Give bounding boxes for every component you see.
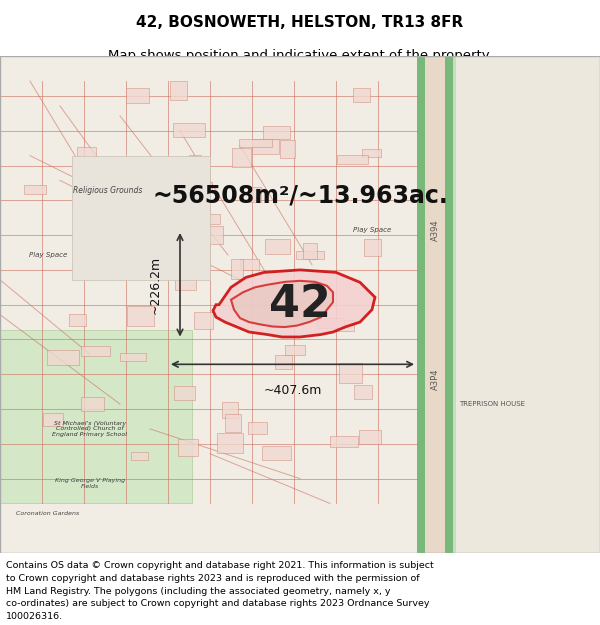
Polygon shape [72, 156, 210, 280]
Bar [335, 319, 353, 331]
Text: Contains OS data © Crown copyright and database right 2021. This information is : Contains OS data © Crown copyright and d… [6, 561, 434, 569]
Bar [174, 386, 196, 401]
Bar [337, 155, 368, 164]
Bar [359, 430, 381, 444]
Bar [69, 314, 86, 326]
Text: Religious Grounds: Religious Grounds [73, 186, 143, 195]
Text: A3P4: A3P4 [431, 369, 439, 390]
Text: Play Space: Play Space [353, 227, 391, 233]
Bar [252, 139, 279, 154]
Text: 100026316.: 100026316. [6, 612, 63, 621]
Bar [354, 385, 373, 399]
Text: ~226.2m: ~226.2m [149, 256, 162, 314]
Bar [206, 214, 220, 224]
Bar [317, 318, 344, 328]
Bar [102, 161, 133, 169]
Bar [364, 239, 380, 256]
Bar [155, 208, 168, 223]
Bar [263, 126, 290, 139]
Text: ~56508m²/~13.963ac.: ~56508m²/~13.963ac. [152, 183, 448, 208]
Polygon shape [0, 329, 192, 504]
Text: ~407.6m: ~407.6m [263, 384, 322, 398]
Bar [146, 171, 171, 187]
Polygon shape [231, 281, 333, 327]
Text: HM Land Registry. The polygons (including the associated geometry, namely x, y: HM Land Registry. The polygons (includin… [6, 586, 391, 596]
Bar [208, 226, 223, 244]
Bar [249, 187, 262, 202]
Bar [24, 184, 46, 194]
Bar [194, 312, 213, 329]
Bar [280, 141, 295, 158]
Polygon shape [213, 270, 375, 337]
Text: St Michael's (Voluntary
Controlled) Church of
England Primary School: St Michael's (Voluntary Controlled) Chur… [53, 421, 128, 437]
Polygon shape [423, 56, 447, 553]
Bar [178, 177, 202, 186]
Bar [173, 164, 194, 177]
Bar [185, 182, 212, 190]
Bar [131, 452, 148, 461]
Bar [340, 363, 362, 382]
Text: 42: 42 [269, 283, 331, 326]
Bar [134, 211, 163, 226]
Bar [170, 81, 187, 100]
Bar [232, 148, 251, 167]
Bar [223, 402, 238, 418]
Bar [126, 88, 149, 103]
Bar [80, 346, 110, 356]
Bar [303, 243, 317, 259]
Bar [43, 413, 63, 426]
Bar [173, 123, 205, 137]
Bar [224, 414, 241, 432]
Bar [331, 436, 358, 447]
Bar [133, 202, 156, 214]
Bar [47, 351, 79, 365]
Bar [239, 139, 272, 148]
Bar [362, 149, 381, 157]
Polygon shape [417, 56, 456, 553]
Bar [77, 147, 96, 161]
Polygon shape [445, 56, 453, 553]
Bar [123, 224, 137, 237]
Bar [275, 355, 292, 369]
Text: to Crown copyright and database rights 2023 and is reproduced with the permissio: to Crown copyright and database rights 2… [6, 574, 419, 582]
Bar [353, 88, 370, 103]
Bar [230, 259, 243, 279]
Polygon shape [456, 56, 600, 553]
Bar [121, 352, 146, 361]
Bar [284, 301, 317, 317]
Text: co-ordinates) are subject to Crown copyright and database rights 2023 Ordnance S: co-ordinates) are subject to Crown copyr… [6, 599, 430, 609]
Bar [85, 241, 100, 259]
Text: 42, BOSNOWETH, HELSTON, TR13 8FR: 42, BOSNOWETH, HELSTON, TR13 8FR [136, 15, 464, 30]
Bar [248, 422, 266, 434]
Text: Coronation Gardens: Coronation Gardens [16, 511, 80, 516]
Bar [81, 398, 104, 411]
Bar [265, 239, 290, 254]
Bar [127, 306, 154, 326]
Text: TREPRISON HOUSE: TREPRISON HOUSE [459, 401, 525, 407]
Bar [189, 155, 201, 169]
Text: Map shows position and indicative extent of the property.: Map shows position and indicative extent… [108, 49, 492, 62]
Bar [217, 433, 243, 453]
Bar [178, 439, 198, 456]
Text: King George V Playing
Fields: King George V Playing Fields [55, 478, 125, 489]
Bar [240, 259, 259, 270]
Bar [170, 204, 200, 218]
Bar [296, 251, 323, 259]
Text: Play Space: Play Space [29, 252, 67, 258]
Text: A394: A394 [431, 219, 439, 241]
Bar [175, 278, 196, 290]
Polygon shape [417, 56, 425, 553]
Bar [285, 345, 305, 355]
Bar [262, 446, 290, 460]
